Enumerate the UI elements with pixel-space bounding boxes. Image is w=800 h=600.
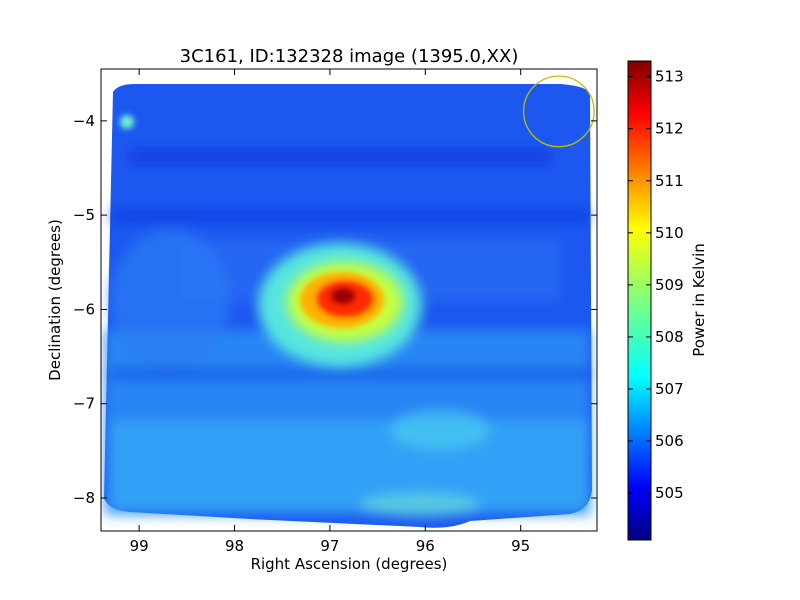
x-tick-label: 98: [225, 537, 244, 555]
axes-frame: [100, 68, 598, 532]
point-source: [120, 115, 134, 129]
colorbar: [627, 60, 652, 541]
source-emission: [258, 243, 422, 367]
y-tick-label: −4: [73, 112, 95, 130]
x-tick-label: 97: [320, 537, 339, 555]
heatmap-texture: [105, 150, 590, 517]
y-tick-label: −6: [73, 300, 95, 318]
x-tick-label: 95: [511, 537, 530, 555]
x-axis-ticks: 99 98 97 96 95: [130, 69, 530, 555]
y-tick-label: −5: [73, 206, 95, 224]
heatmap-image: [104, 84, 592, 528]
y-axis-ticks: −4 −5 −6 −7 −8: [73, 112, 597, 507]
x-axis-label: Right Ascension (degrees): [251, 555, 448, 573]
x-tick-label: 99: [130, 537, 149, 555]
colorbar-tick-label: 510: [655, 224, 684, 242]
colorbar-tick-label: 512: [655, 120, 684, 138]
colorbar-tick-label: 507: [655, 380, 684, 398]
beam-circle: [522, 75, 595, 148]
colorbar-tick-label: 508: [655, 328, 684, 346]
colorbar-ticks: 505 506 507 508 509 510 511 512 513: [628, 68, 684, 502]
y-tick-label: −7: [73, 395, 95, 413]
colorbar-tick-label: 511: [655, 172, 684, 190]
colorbar-label: Power in Kelvin: [690, 243, 708, 357]
chart-title: 3C161, ID:132328 image (1395.0,XX): [180, 46, 519, 67]
colorbar-tick-label: 513: [655, 68, 684, 86]
x-tick-label: 96: [416, 537, 435, 555]
y-axis-label: Declination (degrees): [46, 219, 64, 381]
y-tick-label: −8: [73, 489, 95, 507]
colorbar-tick-label: 509: [655, 276, 684, 294]
colorbar-tick-label: 506: [655, 432, 684, 450]
colorbar-tick-label: 505: [655, 484, 684, 502]
